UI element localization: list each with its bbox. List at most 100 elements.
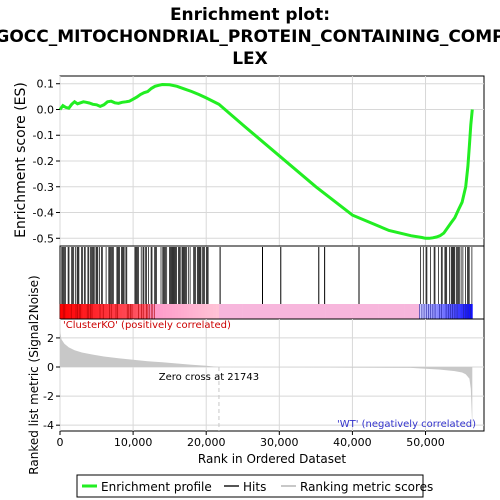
positive-correlation-label: 'ClusterKO' (positively correlated) [63,320,231,331]
rank-band-segment [351,304,355,319]
rank-band-segment [322,304,326,319]
rank-band-segment [207,304,211,319]
rank-band-segment [419,304,423,319]
rank-band-segment [236,304,240,319]
rank-band-segment [95,304,99,319]
zero-cross-label: Zero cross at 21743 [159,372,259,383]
rank-band-segment [275,304,279,319]
rank-band-segment [437,304,441,319]
rank-band-segment [286,304,291,319]
hit-lines [59,247,473,304]
rank-band-segment [224,304,229,319]
rank-band-segment [89,304,93,319]
rank-band-segment [298,304,302,319]
plot-title-line-2: GOCC_MITOCHONDRIAL_PROTEIN_CONTAINING_CO… [0,27,500,47]
rank-band-segment [398,304,402,319]
rank-band-segment [410,304,414,319]
rank-band-segment [336,304,341,319]
rank-band-segment [384,304,388,319]
rank-band-segment [127,304,131,319]
rank-band-segment [230,304,235,319]
rank-band-segment [325,304,329,319]
rank-band-segment [118,304,123,319]
rank-band-segment [289,304,293,319]
rank-band-segment [333,304,338,319]
x-tick-label: 10,000 [114,436,153,449]
rank-band-segment [101,304,105,319]
rank-band-segment [210,304,214,319]
es-tick-label: 0.0 [37,103,55,116]
rank-band-segment [80,304,84,319]
x-tick-label: 0 [57,436,64,449]
rank-band-segment [425,304,429,319]
rank-band-segment [263,304,267,319]
rank-band-segment [316,304,320,319]
es-tick-label: -0.1 [33,129,54,142]
x-tick-label: 50,000 [406,436,445,449]
rank-band-segment [416,304,420,319]
enrichment-profile-line [58,82,474,240]
rank-band-segment [201,304,205,319]
rank-band-segment [354,304,358,319]
rank-band-segment [148,304,152,319]
metric-y-ticks: 2 0 -2 -4 [43,332,60,432]
rank-band-segment [113,304,117,319]
rank-band-segment [239,304,243,319]
rank-band-segment [254,304,258,319]
x-axis-label: Rank in Ordered Dataset [198,452,346,466]
rank-band-segment [283,304,288,319]
rank-band-segment [65,304,70,319]
rank-band-segment [413,304,417,319]
rank-band-segment [183,304,187,319]
rank-band-segment [216,304,220,319]
rank-band-segment [198,304,202,319]
rank-band-segment [328,304,332,319]
rank-band-segment [434,304,438,319]
rank-band-segment [330,304,335,319]
rank-band-segment [107,304,111,319]
rank-band-segment [369,304,373,319]
rank-band-segment [392,304,397,319]
legend-label-ranking: Ranking metric scores [300,480,433,494]
rank-band-segment [92,304,96,319]
rank-band-segment [222,304,226,319]
plot-title-line-1: Enrichment plot: [170,5,330,25]
es-y-axis-label: Enrichment score (ES) [13,82,29,238]
ranked-metric-panel: Zero cross at 21743 'ClusterKO' (positiv… [27,275,485,475]
rank-band-segment [295,304,299,319]
es-tick-label: -0.5 [33,232,54,245]
rank-band-segment [195,304,199,319]
hits-panel [59,245,485,320]
rank-band-segment [366,304,370,319]
enrichment-profile-panel: 0.1 0.0 -0.1 -0.2 -0.3 -0.4 -0.5 Enrichment sc… [13,75,485,247]
rank-band-segment [204,304,208,319]
rank-band-segment [469,304,473,319]
rank-band-segment [163,304,167,319]
rank-band-segment [451,304,455,319]
rank-band-segment [404,304,408,319]
rank-band-segment [248,304,252,319]
rank-band-segment [121,304,126,319]
metric-y-axis-label: Ranked list metric (Signal2Noise) [27,275,41,474]
rank-band-segment [363,304,367,319]
rank-band-segment [174,304,179,319]
negative-correlation-label: 'WT' (negatively correlated) [337,419,476,430]
x-tick-label: 40,000 [333,436,372,449]
rank-band-segment [386,304,391,319]
metric-tick-label: -4 [43,419,54,432]
rank-band-segment [372,304,376,319]
es-y-ticks: 0.1 0.0 -0.1 -0.2 -0.3 -0.4 -0.5 [33,78,60,245]
rank-band-segment [104,304,108,319]
rank-band-segment [260,304,264,319]
legend-label-enrichment: Enrichment profile [101,480,212,494]
rank-band-segment [401,304,405,319]
rank-band-segment [227,304,232,319]
x-tick-label: 20,000 [187,436,226,449]
rank-band-segment [319,304,323,319]
rank-band-segment [269,304,273,319]
rank-band-segment [142,304,146,319]
x-tick-label: 30,000 [260,436,299,449]
rank-band-segment [74,304,78,319]
rank-band-segment [177,304,182,319]
